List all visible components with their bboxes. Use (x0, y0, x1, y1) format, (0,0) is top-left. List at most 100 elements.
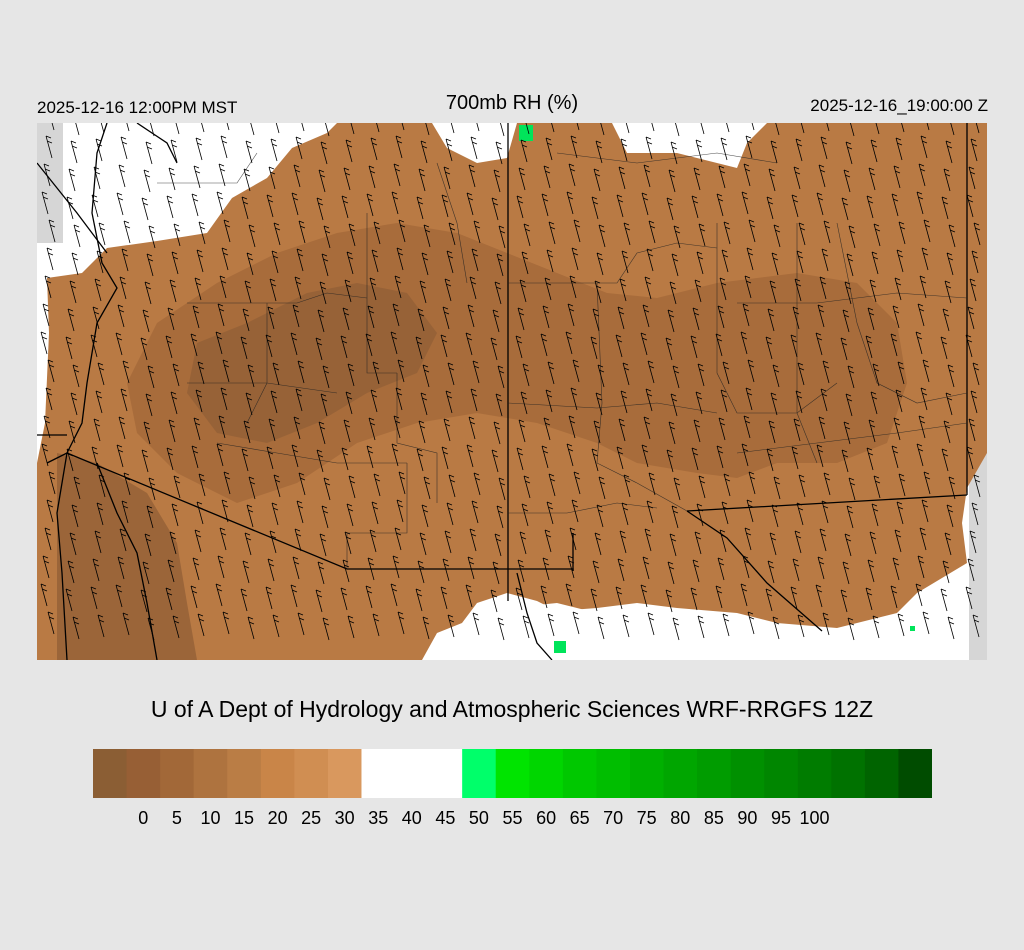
wind-barb (216, 443, 224, 467)
wind-barb (768, 168, 776, 192)
wind-barb (421, 252, 429, 276)
wind-barb (540, 333, 548, 357)
wind-barb (967, 306, 975, 330)
wind-barb (265, 586, 273, 610)
wind-barb (870, 391, 878, 415)
wind-barb (147, 617, 155, 641)
wind-barb (742, 303, 750, 327)
wind-barb (423, 476, 431, 500)
wind-barb (947, 364, 955, 388)
wind-barb (721, 501, 729, 525)
wind-barb (248, 476, 256, 500)
wind-barb (796, 502, 804, 526)
wind-barb (695, 391, 703, 415)
wind-barb (418, 168, 426, 192)
wind-barb (641, 444, 649, 468)
wind-barbs (40, 123, 981, 641)
wind-barb (541, 193, 549, 217)
wind-barb (369, 277, 377, 301)
wind-barb (141, 197, 149, 221)
driest-region (187, 283, 437, 443)
wind-barb (98, 474, 106, 498)
wind-barb (548, 221, 556, 245)
wind-barb (966, 446, 974, 470)
wind-barb (371, 249, 379, 273)
wind-barb (568, 163, 576, 187)
wind-barb (600, 123, 605, 136)
wind-barb (417, 560, 425, 584)
wind-barb (865, 335, 873, 359)
colorbar-swatch (864, 749, 900, 798)
wind-barb (266, 446, 274, 470)
wind-barb (292, 304, 300, 328)
wind-barb (92, 306, 100, 330)
wind-barb (172, 363, 180, 387)
wind-barb (219, 527, 227, 551)
wind-barb (492, 309, 500, 333)
wind-barb (91, 194, 99, 218)
wind-barb (567, 303, 575, 327)
wind-barb (41, 443, 49, 467)
wind-barb (670, 393, 678, 417)
wind-barb (816, 192, 824, 216)
wind-barb (643, 416, 651, 440)
wind-barb (341, 195, 349, 219)
wind-barb (420, 392, 428, 416)
wind-barb (868, 167, 876, 191)
wind-barb (571, 247, 579, 271)
wind-barb (343, 419, 351, 443)
wind-barb (826, 123, 830, 132)
wind-barb (915, 583, 923, 607)
wind-barb (448, 222, 456, 246)
wind-barb (221, 499, 229, 523)
wind-barb (792, 558, 800, 582)
wind-barb (443, 418, 451, 442)
wind-barb (121, 500, 129, 524)
rh-colorbar (93, 749, 932, 798)
wind-barb (490, 589, 498, 613)
wind-barb (419, 532, 427, 556)
wind-barb (773, 224, 781, 248)
wind-barb (692, 307, 700, 331)
wind-barb (596, 504, 604, 528)
wind-barb (841, 197, 849, 221)
wind-barb (196, 501, 204, 525)
wind-barb (498, 225, 506, 249)
wind-barb (717, 305, 725, 329)
wind-barb (198, 473, 206, 497)
wind-barb (319, 281, 327, 305)
wind-barb (597, 616, 605, 640)
wind-barb (366, 445, 374, 469)
wind-barb (148, 477, 156, 501)
wind-barb (390, 331, 398, 355)
wind-barb (45, 135, 53, 159)
wind-barb (598, 476, 606, 500)
wind-barb (197, 613, 205, 637)
wind-barb (716, 445, 724, 469)
wind-barb (669, 281, 677, 305)
wind-barb (268, 418, 276, 442)
wind-barb (190, 333, 198, 357)
wind-barb (315, 589, 323, 613)
wind-barb (846, 505, 854, 529)
wind-barb (698, 475, 706, 499)
wind-barb (44, 527, 52, 551)
wind-barb (745, 387, 753, 411)
colorbar-tick-label: 10 (200, 808, 221, 828)
colorbar-tick-label: 90 (737, 808, 758, 828)
wind-barb (617, 306, 625, 330)
wind-barb (323, 225, 331, 249)
wind-barb (444, 278, 452, 302)
wind-barb (321, 253, 329, 277)
colorbar-tick-label: 50 (468, 808, 489, 828)
wind-barb (643, 164, 651, 188)
wind-barb (442, 558, 450, 582)
wind-barb (969, 278, 977, 302)
wind-barb (165, 335, 173, 359)
wind-barb (919, 275, 927, 299)
wind-barb (172, 615, 180, 639)
wind-barb (216, 191, 224, 215)
wind-barb (950, 123, 955, 136)
wind-barb (623, 474, 631, 498)
valid-time-local: 2025-12-16 12:00PM MST (37, 98, 238, 117)
